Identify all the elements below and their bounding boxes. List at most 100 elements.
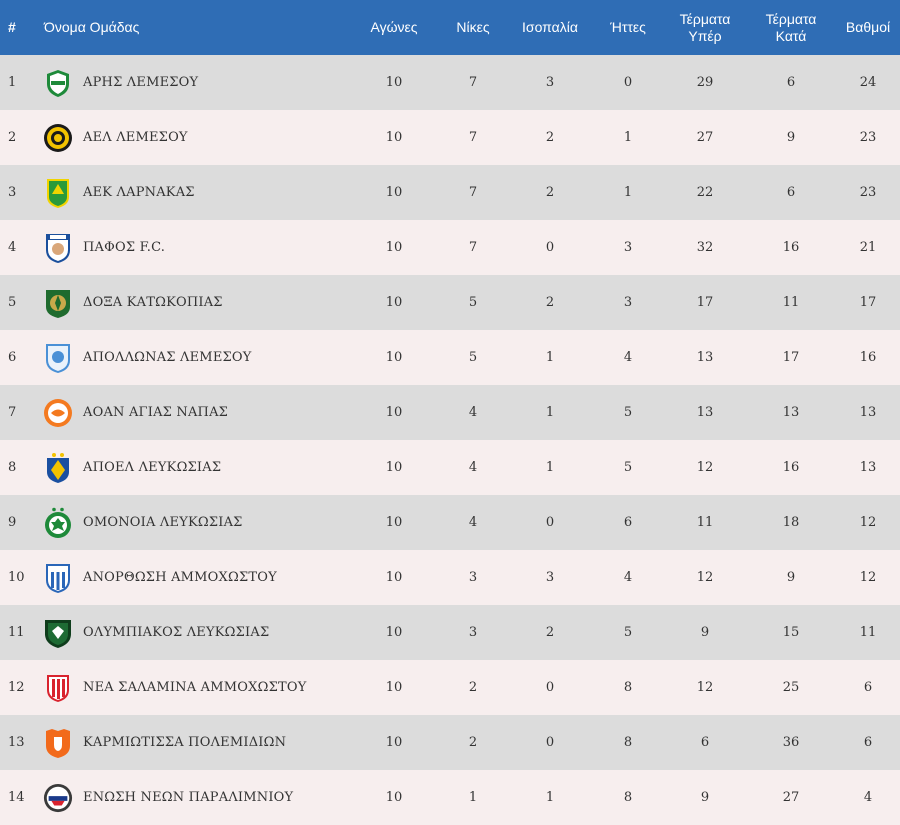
team-name[interactable]: ΑΟΑΝ ΑΓΙΑΣ ΝΑΠΑΣ: [83, 405, 229, 420]
draws-cell: 1: [545, 460, 555, 475]
team-cell[interactable]: ΑΝΟΡΘΩΣΗ ΑΜΜΟΧΩΣΤΟΥ: [38, 550, 350, 605]
points-cell: 13: [859, 460, 877, 475]
header-played: Αγώνες: [370, 19, 418, 35]
goals-against-cell: 6: [786, 185, 796, 200]
omonoia-crest-icon: [43, 506, 73, 540]
goals-for-cell: 17: [696, 295, 714, 310]
table-row: 6 ΑΠΟΛΛΩΝΑΣ ΛΕΜΕΣΟΥ 10 5 1 4 13 17 16: [0, 330, 900, 385]
played-cell: 10: [385, 185, 403, 200]
rank-cell: 6: [8, 350, 17, 365]
draws-cell: 0: [545, 735, 555, 750]
goals-against-cell: 13: [782, 405, 800, 420]
goals-for-cell: 9: [700, 625, 710, 640]
goals-for-cell: 13: [696, 405, 714, 420]
played-cell: 10: [385, 515, 403, 530]
rank-cell: 8: [8, 460, 17, 475]
team-cell[interactable]: ΚΑΡΜΙΩΤΙΣΣΑ ΠΟΛΕΜΙΔΙΩΝ: [38, 715, 350, 770]
losses-cell: 5: [623, 460, 633, 475]
team-cell[interactable]: ΠΑΦΟΣ F.C.: [38, 220, 350, 275]
team-name[interactable]: ΑΕΛ ΛΕΜΕΣΟΥ: [83, 130, 188, 145]
goals-for-cell: 12: [696, 570, 714, 585]
losses-cell: 3: [623, 295, 633, 310]
team-name[interactable]: ΚΑΡΜΙΩΤΙΣΣΑ ΠΟΛΕΜΙΔΙΩΝ: [83, 735, 287, 750]
team-name[interactable]: ΟΛΥΜΠΙΑΚΟΣ ΛΕΥΚΩΣΙΑΣ: [83, 625, 270, 640]
team-cell[interactable]: ΑΡΗΣ ΛΕΜΕΣΟΥ: [38, 55, 350, 110]
ael-crest-icon: [43, 121, 73, 155]
team-cell[interactable]: ΕΝΩΣΗ ΝΕΩΝ ΠΑΡΑΛΙΜΝΙΟΥ: [38, 770, 350, 825]
team-cell[interactable]: ΑΕΚ ΛΑΡΝΑΚΑΣ: [38, 165, 350, 220]
team-name[interactable]: ΑΝΟΡΘΩΣΗ ΑΜΜΟΧΩΣΤΟΥ: [83, 570, 277, 585]
team-name[interactable]: ΕΝΩΣΗ ΝΕΩΝ ΠΑΡΑΛΙΜΝΙΟΥ: [83, 790, 294, 805]
goals-against-cell: 25: [782, 680, 800, 695]
losses-cell: 0: [623, 75, 633, 90]
team-name[interactable]: ΑΕΚ ΛΑΡΝΑΚΑΣ: [83, 185, 195, 200]
draws-cell: 2: [545, 185, 555, 200]
goals-for-cell: 32: [696, 240, 714, 255]
team-name[interactable]: ΝΕΑ ΣΑΛΑΜΙΝΑ ΑΜΜΟΧΩΣΤΟΥ: [83, 680, 307, 695]
aoan-crest-icon: [43, 396, 73, 430]
wins-cell: 1: [468, 790, 478, 805]
played-cell: 10: [385, 570, 403, 585]
rank-cell: 11: [8, 625, 25, 640]
team-cell[interactable]: ΑΠΟΛΛΩΝΑΣ ΛΕΜΕΣΟΥ: [38, 330, 350, 385]
team-name[interactable]: ΔΟΞΑ ΚΑΤΩΚΟΠΙΑΣ: [83, 295, 223, 310]
draws-cell: 2: [545, 295, 555, 310]
wins-cell: 3: [468, 570, 478, 585]
draws-cell: 1: [545, 405, 555, 420]
team-cell[interactable]: ΔΟΞΑ ΚΑΤΩΚΟΠΙΑΣ: [38, 275, 350, 330]
losses-cell: 5: [623, 405, 633, 420]
goals-for-cell: 29: [696, 75, 714, 90]
goals-against-cell: 16: [782, 460, 800, 475]
wins-cell: 5: [468, 295, 478, 310]
team-cell[interactable]: ΑΕΛ ΛΕΜΕΣΟΥ: [38, 110, 350, 165]
losses-cell: 1: [623, 185, 633, 200]
header-row: # Όνομα Ομάδας Αγώνες Νίκες Ισοπαλία Ήττ…: [0, 0, 900, 55]
played-cell: 10: [385, 130, 403, 145]
team-name[interactable]: ΑΡΗΣ ΛΕΜΕΣΟΥ: [83, 75, 199, 90]
losses-cell: 4: [623, 570, 633, 585]
played-cell: 10: [385, 295, 403, 310]
played-cell: 10: [385, 240, 403, 255]
team-cell[interactable]: ΟΛΥΜΠΙΑΚΟΣ ΛΕΥΚΩΣΙΑΣ: [38, 605, 350, 660]
rank-cell: 5: [8, 295, 17, 310]
goals-for-cell: 11: [696, 515, 714, 530]
team-name[interactable]: ΑΠΟΛΛΩΝΑΣ ΛΕΜΕΣΟΥ: [83, 350, 252, 365]
rank-cell: 9: [8, 515, 17, 530]
wins-cell: 7: [468, 75, 478, 90]
enp-crest-icon: [43, 781, 73, 815]
table-row: 10 ΑΝΟΡΘΩΣΗ ΑΜΜΟΧΩΣΤΟΥ 10 3 3 4 12 9 12: [0, 550, 900, 605]
losses-cell: 8: [623, 680, 633, 695]
team-name[interactable]: ΠΑΦΟΣ F.C.: [83, 240, 166, 255]
wins-cell: 4: [468, 405, 478, 420]
header-goals-against-line2: Κατά: [775, 27, 807, 44]
team-name[interactable]: ΟΜΟΝΟΙΑ ΛΕΥΚΩΣΙΑΣ: [83, 515, 243, 530]
table-row: 4 ΠΑΦΟΣ F.C. 10 7 0 3 32 16 21: [0, 220, 900, 275]
goals-against-cell: 17: [782, 350, 800, 365]
goals-against-cell: 18: [782, 515, 800, 530]
team-cell[interactable]: ΟΜΟΝΟΙΑ ΛΕΥΚΩΣΙΑΣ: [38, 495, 350, 550]
rank-cell: 7: [8, 405, 17, 420]
points-cell: 12: [859, 570, 877, 585]
goals-against-cell: 36: [782, 735, 800, 750]
wins-cell: 7: [468, 240, 478, 255]
team-cell[interactable]: ΑΟΑΝ ΑΓΙΑΣ ΝΑΠΑΣ: [38, 385, 350, 440]
team-cell[interactable]: ΑΠΟΕΛ ΛΕΥΚΩΣΙΑΣ: [38, 440, 350, 495]
points-cell: 23: [859, 130, 877, 145]
wins-cell: 2: [468, 735, 478, 750]
table-row: 11 ΟΛΥΜΠΙΑΚΟΣ ΛΕΥΚΩΣΙΑΣ 10 3 2 5 9 15 11: [0, 605, 900, 660]
table-row: 13 ΚΑΡΜΙΩΤΙΣΣΑ ΠΟΛΕΜΙΔΙΩΝ 10 2 0 8 6 36 6: [0, 715, 900, 770]
header-goals-for-line2: Υπέρ: [688, 27, 722, 44]
wins-cell: 7: [468, 185, 478, 200]
rank-cell: 2: [8, 130, 17, 145]
played-cell: 10: [385, 680, 403, 695]
losses-cell: 8: [623, 790, 633, 805]
draws-cell: 1: [545, 350, 555, 365]
wins-cell: 4: [468, 515, 478, 530]
losses-cell: 8: [623, 735, 633, 750]
team-name[interactable]: ΑΠΟΕΛ ΛΕΥΚΩΣΙΑΣ: [83, 460, 222, 475]
points-cell: 17: [859, 295, 877, 310]
draws-cell: 1: [545, 790, 555, 805]
losses-cell: 5: [623, 625, 633, 640]
team-cell[interactable]: ΝΕΑ ΣΑΛΑΜΙΝΑ ΑΜΜΟΧΩΣΤΟΥ: [38, 660, 350, 715]
goals-for-cell: 12: [696, 680, 714, 695]
